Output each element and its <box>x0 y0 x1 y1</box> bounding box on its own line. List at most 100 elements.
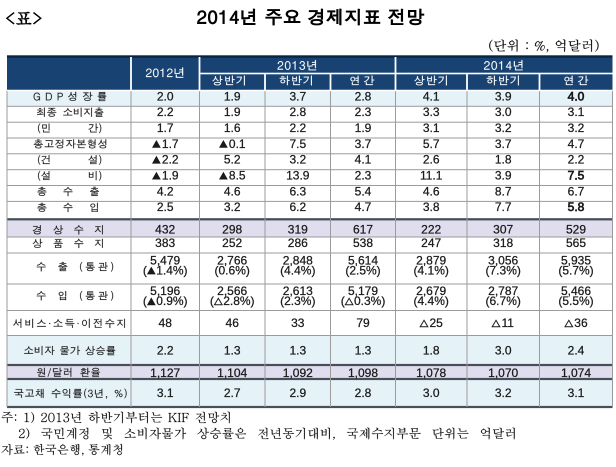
svg-text:286: 286 <box>288 236 308 250</box>
svg-text:3.9: 3.9 <box>495 169 512 183</box>
svg-text:11: 11 <box>502 316 515 330</box>
svg-text:2.8: 2.8 <box>289 105 306 119</box>
svg-text:4.6: 4.6 <box>224 184 241 198</box>
svg-text:13.9: 13.9 <box>286 169 310 183</box>
svg-text:(5.5%): (5.5%) <box>558 294 593 308</box>
svg-text:6.2: 6.2 <box>289 200 306 214</box>
svg-text:5,196: 5,196 <box>150 284 180 298</box>
svg-text:5.4: 5.4 <box>355 184 372 198</box>
svg-text:(4.4%): (4.4%) <box>280 263 315 277</box>
svg-text:3,056: 3,056 <box>488 253 518 267</box>
svg-text:2.2: 2.2 <box>568 153 585 167</box>
svg-text:(6.7%): (6.7%) <box>486 294 521 308</box>
svg-text:307: 307 <box>493 223 513 237</box>
svg-text:0.3%): 0.3%) <box>354 294 385 308</box>
svg-text:1,104: 1,104 <box>217 366 247 380</box>
svg-text:3.7: 3.7 <box>355 137 372 151</box>
svg-text:5,614: 5,614 <box>348 253 378 267</box>
svg-text:(: ( <box>143 294 147 308</box>
svg-text:3.2: 3.2 <box>289 153 306 167</box>
svg-text:2.2: 2.2 <box>157 105 174 119</box>
svg-text:222: 222 <box>421 223 441 237</box>
svg-text:3.1: 3.1 <box>423 121 440 135</box>
svg-text:2.0: 2.0 <box>157 89 174 103</box>
svg-text:(2.3%): (2.3%) <box>280 294 315 308</box>
svg-text:2,879: 2,879 <box>416 253 446 267</box>
svg-text:(4.1%): (4.1%) <box>414 263 449 277</box>
svg-text:4.1: 4.1 <box>423 89 440 103</box>
svg-text:1.3: 1.3 <box>224 343 241 357</box>
svg-text:318: 318 <box>493 236 513 250</box>
svg-text:1,074: 1,074 <box>561 366 591 380</box>
svg-text:7.5: 7.5 <box>289 137 306 151</box>
svg-text:6.7: 6.7 <box>568 184 585 198</box>
svg-text:(: ( <box>143 263 147 277</box>
svg-text:2,679: 2,679 <box>416 284 446 298</box>
svg-text:5.7: 5.7 <box>423 137 440 151</box>
svg-text:11.1: 11.1 <box>420 169 443 183</box>
svg-text:(: ( <box>341 294 345 308</box>
svg-text:33: 33 <box>291 316 305 330</box>
svg-text:1,070: 1,070 <box>488 366 518 380</box>
svg-text:3.0: 3.0 <box>495 105 512 119</box>
svg-text:3.1: 3.1 <box>568 105 585 119</box>
svg-text:2.9: 2.9 <box>289 386 306 400</box>
svg-text:2,787: 2,787 <box>488 284 518 298</box>
svg-text:3.8: 3.8 <box>423 200 440 214</box>
svg-text:383: 383 <box>155 236 175 250</box>
svg-text:1.9: 1.9 <box>162 169 179 183</box>
svg-text:3.1: 3.1 <box>568 386 585 400</box>
svg-text:3.3: 3.3 <box>423 105 440 119</box>
svg-text:2.8%): 2.8%) <box>223 294 254 308</box>
svg-text:7.7: 7.7 <box>495 200 512 214</box>
svg-text:319: 319 <box>288 223 308 237</box>
svg-text:5.2: 5.2 <box>224 153 241 167</box>
svg-text:4.7: 4.7 <box>568 137 585 151</box>
svg-text:1,098: 1,098 <box>348 366 378 380</box>
svg-text:1,078: 1,078 <box>416 366 446 380</box>
svg-text:5,179: 5,179 <box>348 284 378 298</box>
svg-text:1.4%): 1.4%) <box>156 263 187 277</box>
svg-text:3.7: 3.7 <box>289 89 306 103</box>
svg-text:25: 25 <box>430 316 444 330</box>
svg-text:1,092: 1,092 <box>283 366 313 380</box>
svg-text:4.7: 4.7 <box>355 200 372 214</box>
svg-text:1.7: 1.7 <box>157 121 174 135</box>
svg-text:2.3: 2.3 <box>355 105 372 119</box>
svg-text:3.7: 3.7 <box>495 137 512 151</box>
svg-text:3.0: 3.0 <box>495 343 512 357</box>
svg-text:2,613: 2,613 <box>283 284 313 298</box>
svg-text:3.2: 3.2 <box>495 386 512 400</box>
svg-text:8.7: 8.7 <box>495 184 512 198</box>
svg-text:1.7: 1.7 <box>162 137 179 151</box>
svg-text:2.5: 2.5 <box>157 200 174 214</box>
svg-text:7.5: 7.5 <box>568 169 585 183</box>
svg-text:36: 36 <box>574 316 588 330</box>
svg-text:432: 432 <box>155 223 175 237</box>
svg-text:2,766: 2,766 <box>217 253 247 267</box>
svg-text:1.8: 1.8 <box>495 153 512 167</box>
svg-text:3.1: 3.1 <box>157 386 174 400</box>
svg-text:565: 565 <box>566 236 586 250</box>
svg-text:1.9: 1.9 <box>224 89 241 103</box>
svg-text:252: 252 <box>222 236 242 250</box>
svg-text:5,479: 5,479 <box>150 253 180 267</box>
svg-text:1.9: 1.9 <box>355 121 372 135</box>
svg-text:48: 48 <box>159 316 173 330</box>
svg-text:538: 538 <box>353 236 373 250</box>
svg-text:2,566: 2,566 <box>217 284 247 298</box>
svg-text:8.5: 8.5 <box>229 169 246 183</box>
svg-text:2.6: 2.6 <box>423 153 440 167</box>
svg-text:(0.6%): (0.6%) <box>215 263 250 277</box>
svg-text:0.9%): 0.9%) <box>156 294 187 308</box>
svg-text:5,466: 5,466 <box>561 284 591 298</box>
svg-text:6.3: 6.3 <box>289 184 306 198</box>
svg-text:2.8: 2.8 <box>355 386 372 400</box>
svg-text:5,935: 5,935 <box>561 253 591 267</box>
svg-text:2.7: 2.7 <box>224 386 241 400</box>
svg-text:4.0: 4.0 <box>568 89 585 103</box>
svg-text:3.2: 3.2 <box>495 121 512 135</box>
svg-text:1.6: 1.6 <box>224 121 241 135</box>
svg-text:1.9: 1.9 <box>224 105 241 119</box>
svg-text:2,848: 2,848 <box>283 253 313 267</box>
